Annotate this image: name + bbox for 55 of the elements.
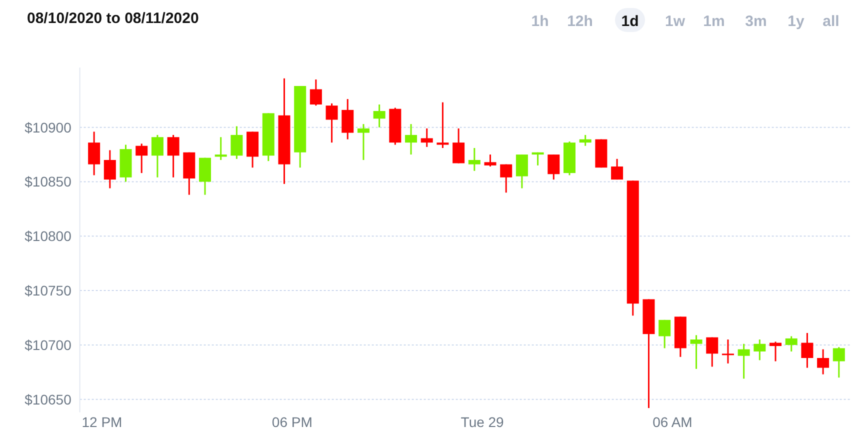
x-tick-label: 06 AM — [652, 414, 692, 430]
candlestick — [532, 152, 544, 166]
candlestick — [436, 102, 449, 149]
candlestick — [484, 154, 496, 168]
candlestick — [326, 102, 338, 144]
text: 1d — [621, 13, 639, 30]
candlestick — [104, 149, 116, 190]
candlestick — [373, 104, 386, 128]
candlestick — [151, 134, 164, 178]
text: 1y — [788, 13, 805, 30]
candlestick — [310, 78, 322, 106]
candlestick — [167, 134, 180, 178]
y-tick-label: $10800 — [24, 228, 72, 244]
text: all — [822, 13, 840, 30]
candlestick — [690, 334, 702, 370]
text: 1h — [531, 13, 549, 30]
candlestick — [722, 338, 734, 364]
text: 1w — [664, 13, 686, 30]
candlestick — [342, 98, 354, 140]
candlestick — [468, 147, 480, 172]
candlestick — [801, 332, 814, 369]
candlestick — [817, 348, 830, 376]
candlestick — [785, 335, 798, 352]
candlestick — [516, 154, 528, 190]
x-tick-label: 12 PM — [82, 414, 122, 430]
y-tick-label: $10850 — [24, 174, 72, 190]
x-tick-label: Tue 29 — [460, 414, 504, 430]
candlestick — [770, 340, 782, 362]
candlestick — [357, 123, 370, 161]
candlestick — [500, 164, 512, 194]
candlestick — [754, 338, 766, 361]
chart-title: 08/10/2020 to 08/11/2020 — [27, 10, 199, 27]
candlestick — [88, 130, 100, 176]
candlestick — [136, 142, 148, 174]
candlestick — [230, 126, 243, 160]
candlestick — [214, 136, 227, 161]
y-tick-label: $10700 — [24, 336, 72, 353]
y-tick-label: $10650 — [24, 391, 72, 408]
candlestick — [198, 157, 211, 196]
candlestick — [452, 128, 465, 164]
candlestick — [579, 134, 592, 147]
candlestick — [738, 343, 750, 380]
candlestick — [706, 336, 718, 368]
y-tick-label: $10900 — [24, 119, 72, 136]
text: 12h — [567, 13, 593, 30]
y-tick-label: $10750 — [24, 282, 72, 299]
candlestick — [405, 123, 418, 156]
candlestick — [611, 158, 624, 180]
candlestick — [658, 319, 671, 349]
text: 3m — [745, 13, 767, 30]
text: 1m — [703, 13, 725, 30]
x-tick-label: 06 PM — [272, 414, 312, 430]
candlestick — [420, 128, 433, 148]
candlestick — [548, 154, 560, 180]
candlestick — [832, 346, 845, 378]
